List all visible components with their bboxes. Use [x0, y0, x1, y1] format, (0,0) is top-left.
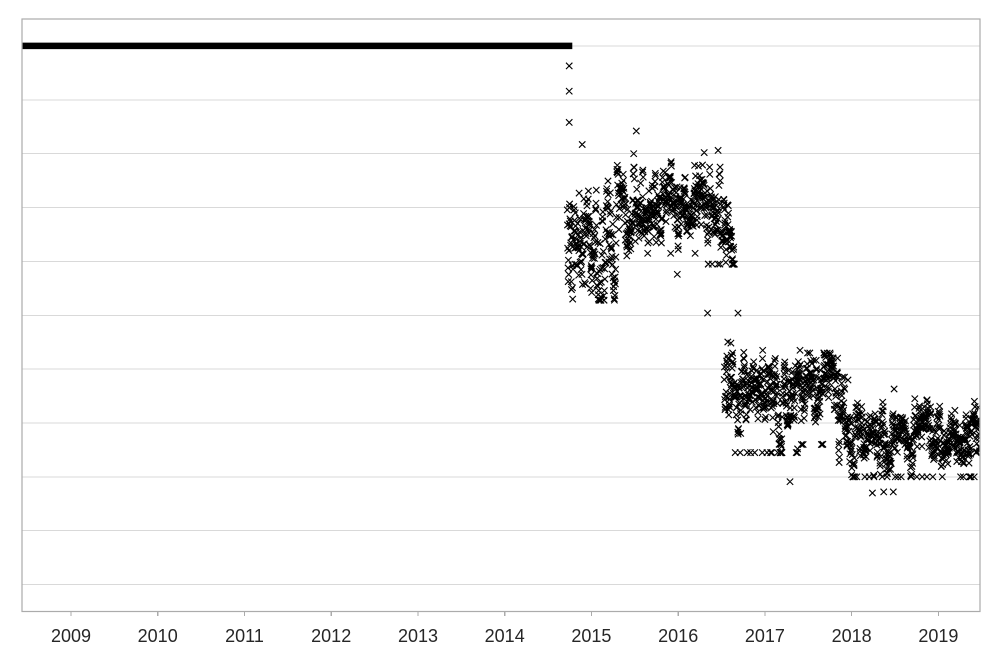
scatter-series-markers: [563, 62, 980, 497]
series-layer: [22, 42, 980, 497]
x-axis-ticks: [70, 611, 940, 616]
plot-border: [21, 18, 981, 613]
gridlines: [22, 45, 980, 586]
